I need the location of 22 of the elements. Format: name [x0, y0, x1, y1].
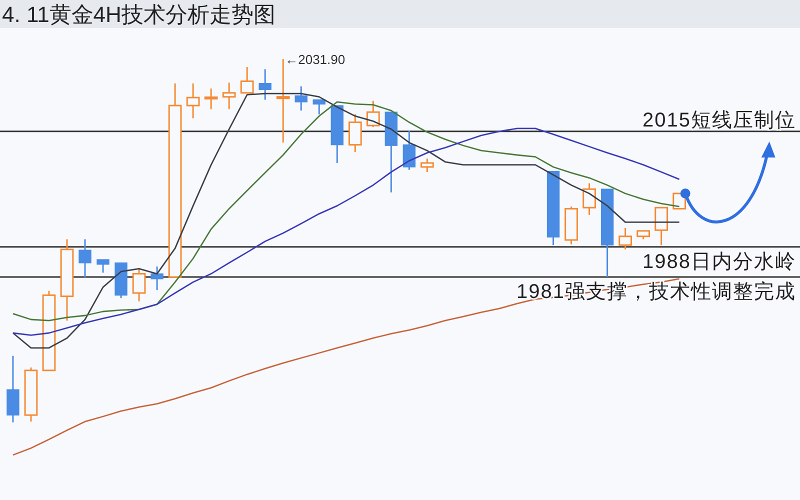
candlestick — [204, 88, 218, 110]
candlestick — [654, 206, 668, 246]
candlestick — [294, 86, 308, 112]
candlestick — [96, 258, 110, 274]
candlestick — [186, 82, 200, 120]
candlestick — [366, 100, 380, 128]
candlestick — [348, 114, 362, 153]
candlestick — [258, 68, 272, 100]
chart-title: 4. 11黄金4H技术分析走势图 — [2, 2, 276, 27]
candlestick — [420, 158, 434, 173]
candlestick — [78, 238, 92, 279]
annotation: ←2031.90 — [285, 52, 346, 68]
ref-line-label: 2015短线压制位 — [642, 109, 796, 132]
candlestick — [618, 227, 632, 250]
candlestick — [402, 130, 416, 171]
candlestick — [132, 268, 146, 302]
candlestick — [222, 82, 236, 110]
candlestick — [150, 266, 164, 291]
ref-line-label: 1988日内分水岭 — [642, 250, 796, 273]
candlestick — [582, 182, 596, 216]
candlestick — [240, 66, 254, 94]
candlestick — [312, 99, 326, 116]
